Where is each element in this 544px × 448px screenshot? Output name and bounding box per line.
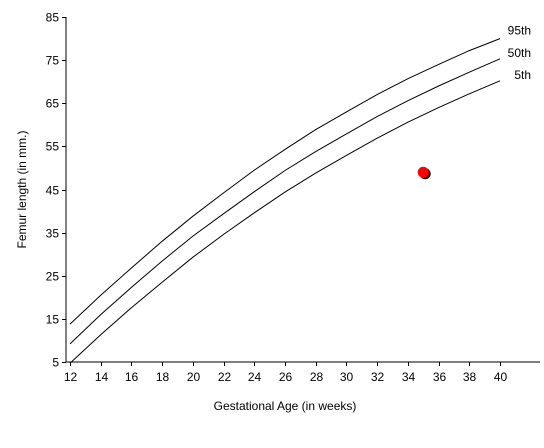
x-tick-label: 28 <box>310 370 324 384</box>
percentile-line-5th <box>69 80 501 364</box>
percentile-line-95th <box>69 38 501 325</box>
x-tick-label: 12 <box>64 370 78 384</box>
y-axis-title: Femur length (in mm.) <box>15 130 29 248</box>
x-axis-title: Gestational Age (in weeks) <box>214 399 357 413</box>
x-tick-label: 34 <box>402 370 416 384</box>
x-tick-label: 18 <box>156 370 170 384</box>
percentile-lines <box>69 38 501 364</box>
y-tick-label: 65 <box>46 97 60 111</box>
x-tick-label: 32 <box>371 370 385 384</box>
x-tick-label: 36 <box>433 370 447 384</box>
measurement-point <box>417 166 429 178</box>
series-label-5th: 5th <box>514 68 531 82</box>
x-tick-label: 24 <box>248 370 262 384</box>
y-tick-label: 75 <box>46 54 60 68</box>
x-tick-label: 38 <box>463 370 477 384</box>
x-tick-label: 22 <box>218 370 232 384</box>
x-tick-label: 40 <box>494 370 508 384</box>
x-tick-label: 16 <box>125 370 139 384</box>
y-tick-label: 55 <box>46 140 60 154</box>
axes <box>65 17 540 363</box>
axis-ticks: 5 15 25 35 45 55 65 75 85 12 14 16 18 20 22 24 26 28 30 32 3… <box>46 11 508 385</box>
x-tick-label: 30 <box>340 370 354 384</box>
y-tick-label: 35 <box>46 227 60 241</box>
series-label-50th: 50th <box>508 46 531 60</box>
percentile-line-50th <box>69 58 501 345</box>
x-tick-label: 26 <box>279 370 293 384</box>
series-label-95th: 95th <box>508 24 531 38</box>
y-tick-label: 45 <box>46 184 60 198</box>
y-tick-label: 25 <box>46 270 60 284</box>
series-labels: 95th 50th 5th <box>508 24 531 82</box>
y-tick-label: 85 <box>46 11 60 25</box>
x-tick-label: 14 <box>95 370 109 384</box>
measurement-marker <box>417 166 431 180</box>
x-tick-label: 20 <box>187 370 201 384</box>
y-tick-label: 15 <box>46 313 60 327</box>
y-tick-label: 5 <box>52 356 59 370</box>
